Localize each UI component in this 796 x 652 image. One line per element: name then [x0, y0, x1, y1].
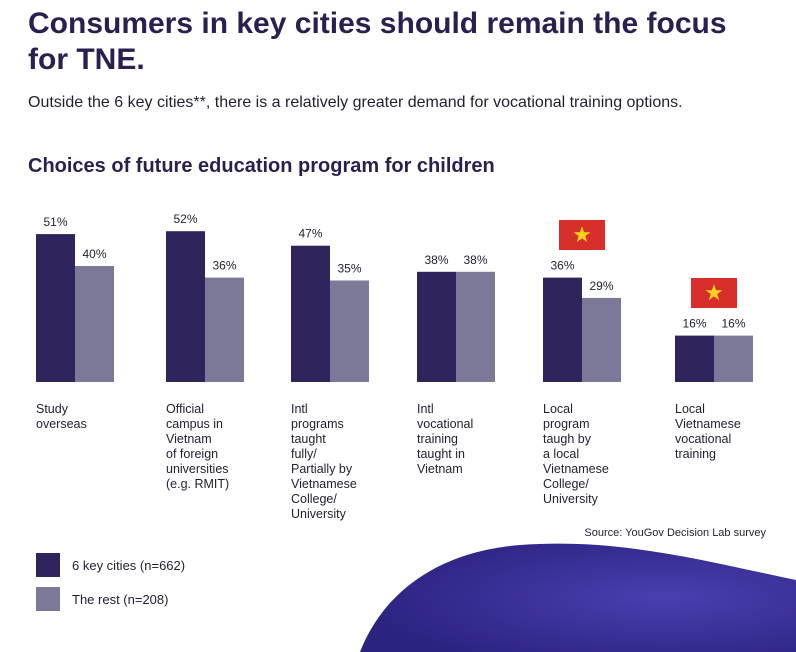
data-label-rest-2: 35%: [337, 262, 361, 276]
data-label-rest-5: 16%: [721, 317, 745, 331]
vietnam-flag-icon: ★: [559, 219, 605, 250]
bar-key-cities-3: [417, 271, 456, 382]
bar-rest-5: [714, 335, 753, 382]
bar-key-cities-0: [36, 234, 75, 382]
page-subtitle: Outside the 6 key cities**, there is a r…: [28, 94, 683, 111]
bar-rest-1: [205, 277, 244, 382]
data-label-rest-3: 38%: [463, 253, 487, 267]
data-label-key-cities-3: 38%: [424, 253, 448, 267]
bar-key-cities-1: [166, 231, 205, 382]
category-label-5: Local Vietnamese vocational training: [675, 402, 741, 461]
category-label-0: Study overseas: [36, 402, 87, 431]
bar-rest-4: [582, 297, 621, 382]
star-icon: ★: [704, 279, 724, 305]
legend-item-key-cities: 6 key cities (n=662): [36, 553, 185, 577]
legend-label-key-cities: 6 key cities (n=662): [72, 557, 186, 573]
bar-rest-3: [456, 271, 495, 382]
data-label-key-cities-0: 51%: [43, 215, 67, 229]
source-note: Source: YouGov Decision Lab survey: [584, 527, 766, 539]
legend-item-rest: The rest (n=208): [36, 587, 168, 611]
data-label-key-cities-4: 36%: [550, 259, 574, 273]
page-headline: Consumers in key cities should remain th…: [28, 7, 727, 76]
category-label-4: Local program taugh by a local Vietnames…: [543, 402, 609, 506]
data-label-key-cities-1: 52%: [173, 212, 197, 226]
vietnam-flag-icon: ★: [691, 277, 737, 308]
bar-key-cities-5: [675, 335, 714, 382]
category-label-2: Intl programs taught fully/ Partially by…: [291, 402, 357, 521]
category-label-1: Official campus in Vietnam of foreign un…: [166, 402, 230, 491]
category-label-3: Intl vocational training taught in Vietn…: [417, 402, 474, 476]
data-label-rest-4: 29%: [589, 279, 613, 293]
bar-chart: 51% 40% 52% 36% 47% 35% 38% 38% 36% 29% 16% 16%: [36, 212, 753, 382]
bar-rest-2: [330, 280, 369, 382]
data-label-rest-1: 36%: [212, 259, 236, 273]
bar-key-cities-2: [291, 245, 330, 382]
legend-label-rest: The rest (n=208): [72, 591, 169, 607]
data-label-key-cities-2: 47%: [298, 227, 322, 241]
data-label-key-cities-5: 16%: [682, 317, 706, 331]
legend-swatch-key-cities: [36, 553, 60, 577]
bar-key-cities-4: [543, 277, 582, 382]
chart-title: Choices of future education program for …: [28, 155, 495, 177]
data-label-rest-0: 40%: [82, 247, 106, 261]
star-icon: ★: [572, 221, 592, 247]
bar-rest-0: [75, 266, 114, 382]
legend-swatch-rest: [36, 587, 60, 611]
